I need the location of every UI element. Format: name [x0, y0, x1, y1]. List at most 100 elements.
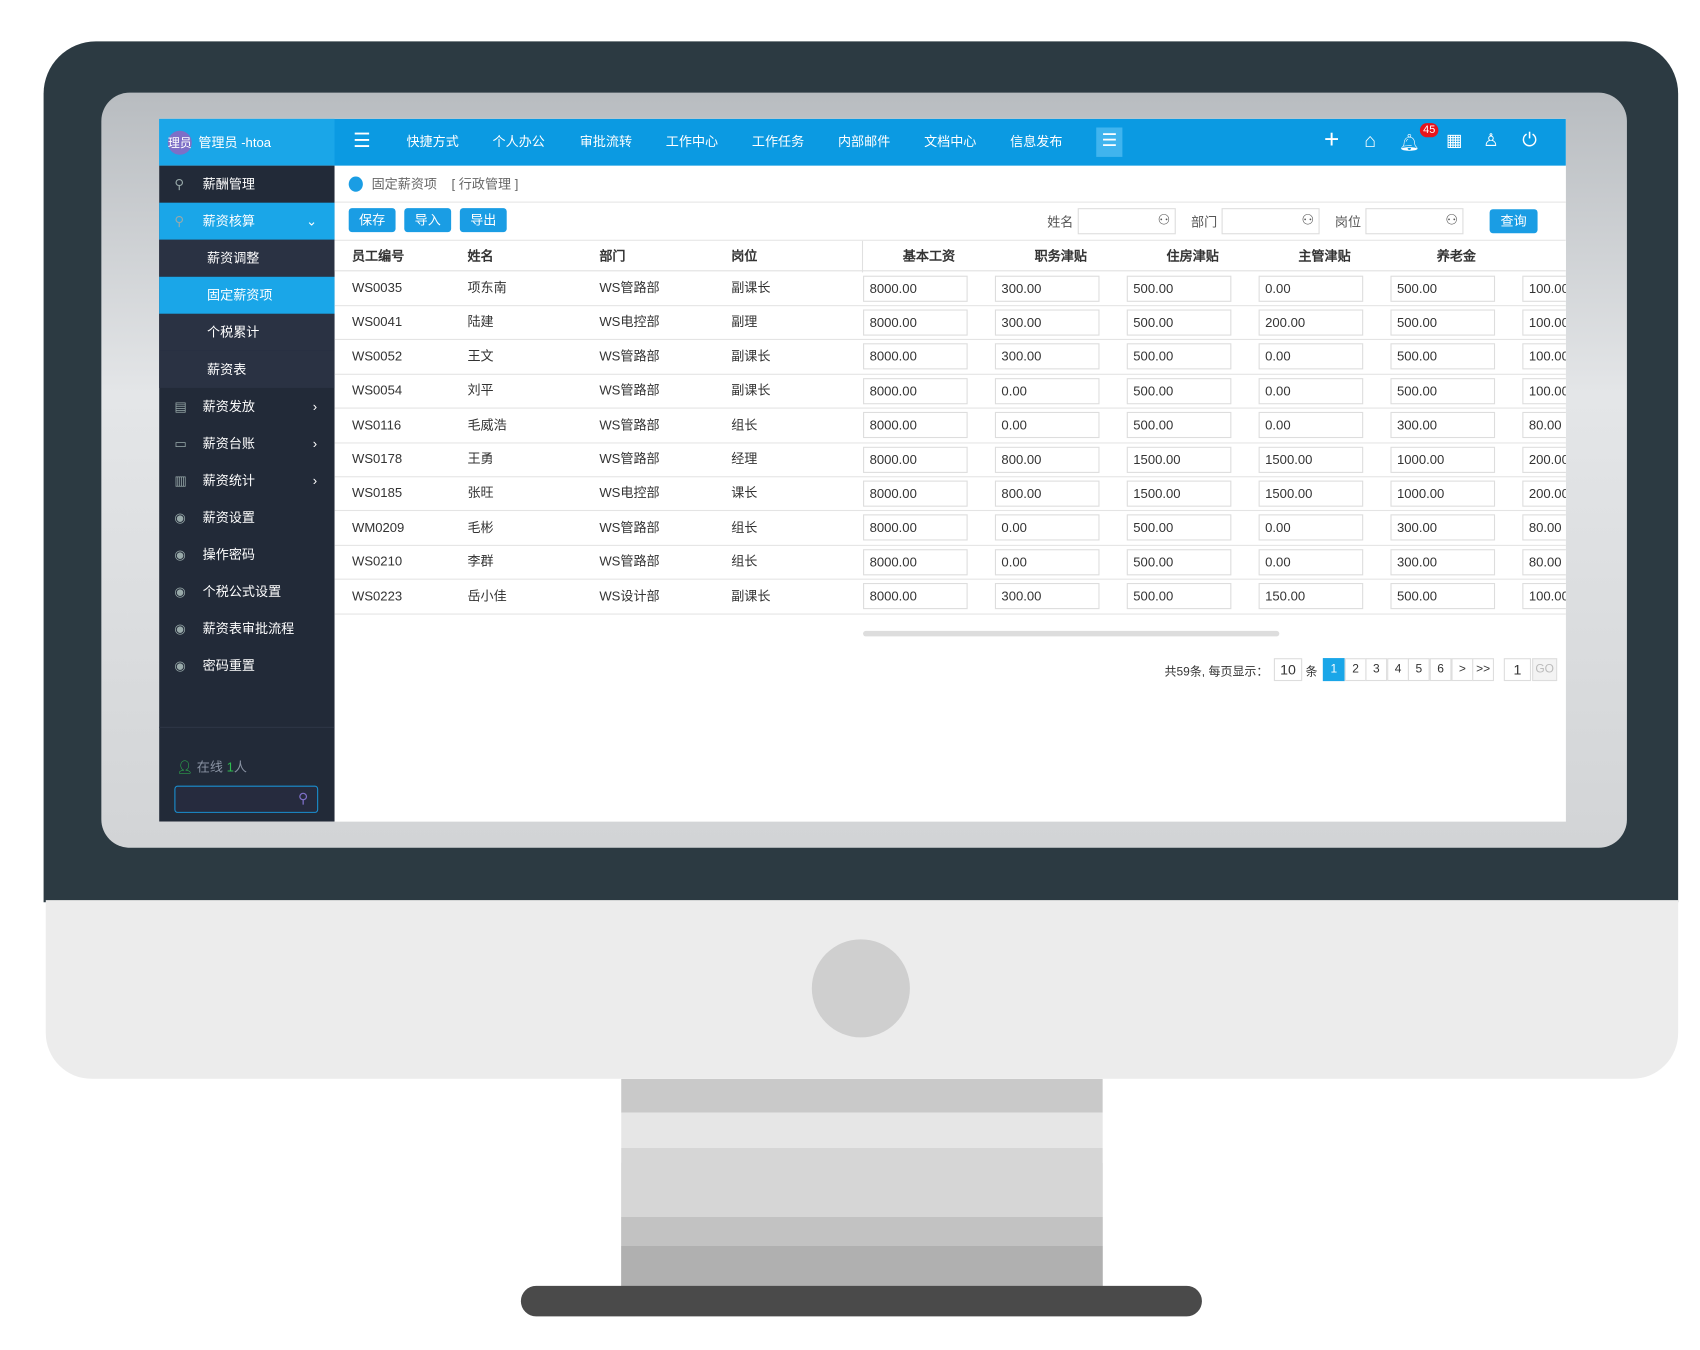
column-header[interactable]: 姓名 [467, 248, 494, 264]
salary-input[interactable]: 100.00 [1522, 377, 1566, 404]
salary-input[interactable]: 300.00 [994, 275, 1100, 302]
salary-input[interactable]: 300.00 [994, 309, 1100, 336]
nav-item[interactable]: 审批流转 [579, 134, 633, 150]
salary-input[interactable]: 1500.00 [1126, 446, 1232, 473]
page-size-select[interactable]: 10 [1273, 658, 1303, 682]
salary-input[interactable]: 80.00 [1522, 514, 1566, 541]
page-button[interactable]: 5 [1407, 658, 1430, 682]
salary-input[interactable]: 500.00 [1126, 343, 1232, 370]
query-button[interactable]: 查询 [1489, 209, 1538, 234]
salary-input[interactable]: 8000.00 [863, 309, 968, 336]
dept-input[interactable]: ⚇ [1221, 208, 1320, 235]
salary-input[interactable]: 300.00 [1390, 548, 1496, 576]
page-button[interactable]: 6 [1429, 658, 1452, 682]
salary-input[interactable]: 500.00 [1390, 309, 1496, 336]
save-button[interactable]: 保存 [348, 208, 396, 233]
column-header[interactable]: 部门 [599, 248, 626, 264]
sidebar-item[interactable]: ◉ 薪资表审批流程 [159, 610, 334, 647]
shirt-icon[interactable]: ♙ [1483, 131, 1499, 151]
import-button[interactable]: 导入 [404, 208, 452, 233]
page-button[interactable]: 4 [1387, 658, 1409, 682]
salary-input[interactable]: 0.00 [994, 514, 1100, 541]
salary-input[interactable]: 500.00 [1390, 275, 1496, 302]
apps-icon[interactable]: ▦ [1446, 131, 1463, 151]
sidebar-item[interactable]: ▥ 薪资统计 › [159, 462, 334, 499]
sidebar-item[interactable]: ◉ 个税公式设置 [159, 573, 334, 610]
sidebar-item[interactable]: ◉ 操作密码 [159, 536, 334, 573]
salary-input[interactable]: 300.00 [994, 583, 1100, 610]
search-icon[interactable]: ⚲ [297, 790, 309, 807]
name-input[interactable]: ⚇ [1077, 208, 1176, 235]
user-menu[interactable]: 理员 管理员 -htoa [159, 118, 335, 166]
horizontal-scrollbar[interactable] [863, 630, 1280, 637]
page-button[interactable]: 3 [1365, 658, 1388, 682]
salary-input[interactable]: 500.00 [1126, 583, 1232, 610]
salary-input[interactable]: 500.00 [1126, 377, 1232, 404]
sidebar-item[interactable]: 个税累计 [159, 313, 335, 351]
home-icon[interactable]: ⌂ [1364, 129, 1377, 152]
sidebar-item[interactable]: ◉ 薪资设置 [159, 499, 334, 536]
salary-input[interactable]: 500.00 [1126, 412, 1232, 439]
salary-input[interactable]: 200.00 [1522, 480, 1566, 507]
salary-input[interactable]: 1500.00 [1126, 480, 1232, 507]
nav-item[interactable]: 内部邮件 [837, 134, 891, 150]
salary-input[interactable]: 200.00 [1258, 309, 1364, 336]
column-header[interactable]: 职务津贴 [1034, 248, 1087, 264]
salary-input[interactable]: 200.00 [1522, 446, 1566, 473]
column-header[interactable]: 基本工资 [902, 248, 956, 264]
user-add-icon[interactable]: ⚇ [1157, 211, 1171, 228]
nav-item[interactable]: 快捷方式 [406, 134, 459, 150]
salary-input[interactable]: 150.00 [1258, 583, 1364, 610]
column-header[interactable]: 主管津贴 [1298, 248, 1351, 264]
power-icon[interactable]: ⏻ [1522, 129, 1537, 151]
column-header[interactable]: 住房津贴 [1166, 248, 1219, 264]
salary-input[interactable]: 0.00 [994, 412, 1100, 439]
salary-input[interactable]: 1000.00 [1390, 446, 1496, 473]
salary-input[interactable]: 100.00 [1522, 343, 1566, 370]
salary-input[interactable]: 800.00 [994, 446, 1100, 473]
menu-toggle-icon[interactable]: ☰ [353, 129, 371, 152]
salary-input[interactable]: 500.00 [1126, 275, 1232, 302]
salary-input[interactable]: 300.00 [994, 343, 1100, 370]
salary-input[interactable]: 300.00 [1390, 514, 1496, 541]
salary-input[interactable]: 8000.00 [863, 583, 968, 610]
salary-input[interactable]: 500.00 [1390, 343, 1496, 370]
column-header[interactable]: 员工编号 [351, 248, 405, 264]
salary-input[interactable]: 100.00 [1522, 275, 1566, 302]
salary-input[interactable]: 8000.00 [863, 446, 968, 473]
salary-input[interactable]: 80.00 [1522, 548, 1566, 576]
sidebar-item[interactable]: ⚲ 薪资核算 ⌄ [159, 202, 335, 240]
last-page-button[interactable]: >> [1472, 658, 1494, 682]
salary-input[interactable]: 500.00 [1390, 583, 1496, 610]
salary-input[interactable]: 500.00 [1126, 548, 1232, 576]
salary-input[interactable]: 300.00 [1390, 412, 1496, 439]
nav-item[interactable]: 工作任务 [751, 134, 805, 150]
go-button[interactable]: GO [1532, 658, 1558, 682]
salary-input[interactable]: 8000.00 [863, 514, 968, 541]
salary-input[interactable]: 0.00 [1258, 343, 1364, 370]
salary-input[interactable]: 100.00 [1522, 309, 1566, 336]
column-header[interactable]: 岗位 [731, 248, 758, 264]
goto-page-input[interactable]: 1 [1503, 658, 1532, 682]
salary-input[interactable]: 8000.00 [863, 377, 968, 404]
sidebar-item[interactable]: ◉ 密码重置 [159, 647, 334, 684]
more-menu-button[interactable]: ☰ [1096, 127, 1123, 157]
column-header[interactable]: 养老金 [1436, 248, 1476, 264]
salary-input[interactable]: 1500.00 [1258, 446, 1364, 473]
salary-input[interactable]: 500.00 [1126, 514, 1232, 541]
nav-item[interactable]: 信息发布 [1010, 134, 1063, 150]
salary-input[interactable]: 0.00 [994, 548, 1100, 576]
salary-input[interactable]: 8000.00 [863, 275, 968, 302]
sidebar-item[interactable]: ⚲ 薪酬管理 [159, 166, 334, 203]
post-input[interactable]: ⚇ [1365, 208, 1464, 235]
user-add-icon[interactable]: ⚇ [1445, 211, 1459, 228]
salary-input[interactable]: 80.00 [1522, 412, 1566, 439]
sidebar-item[interactable]: ▭ 薪资台账 › [159, 425, 334, 462]
salary-input[interactable]: 8000.00 [863, 548, 968, 576]
bell-icon[interactable]: 🔔︎ [1399, 133, 1418, 153]
salary-input[interactable]: 0.00 [1258, 412, 1364, 439]
salary-input[interactable]: 1500.00 [1258, 480, 1364, 507]
sidebar-search-input[interactable]: ⚲ [174, 785, 319, 813]
export-button[interactable]: 导出 [459, 208, 507, 233]
salary-input[interactable]: 0.00 [1258, 377, 1364, 404]
